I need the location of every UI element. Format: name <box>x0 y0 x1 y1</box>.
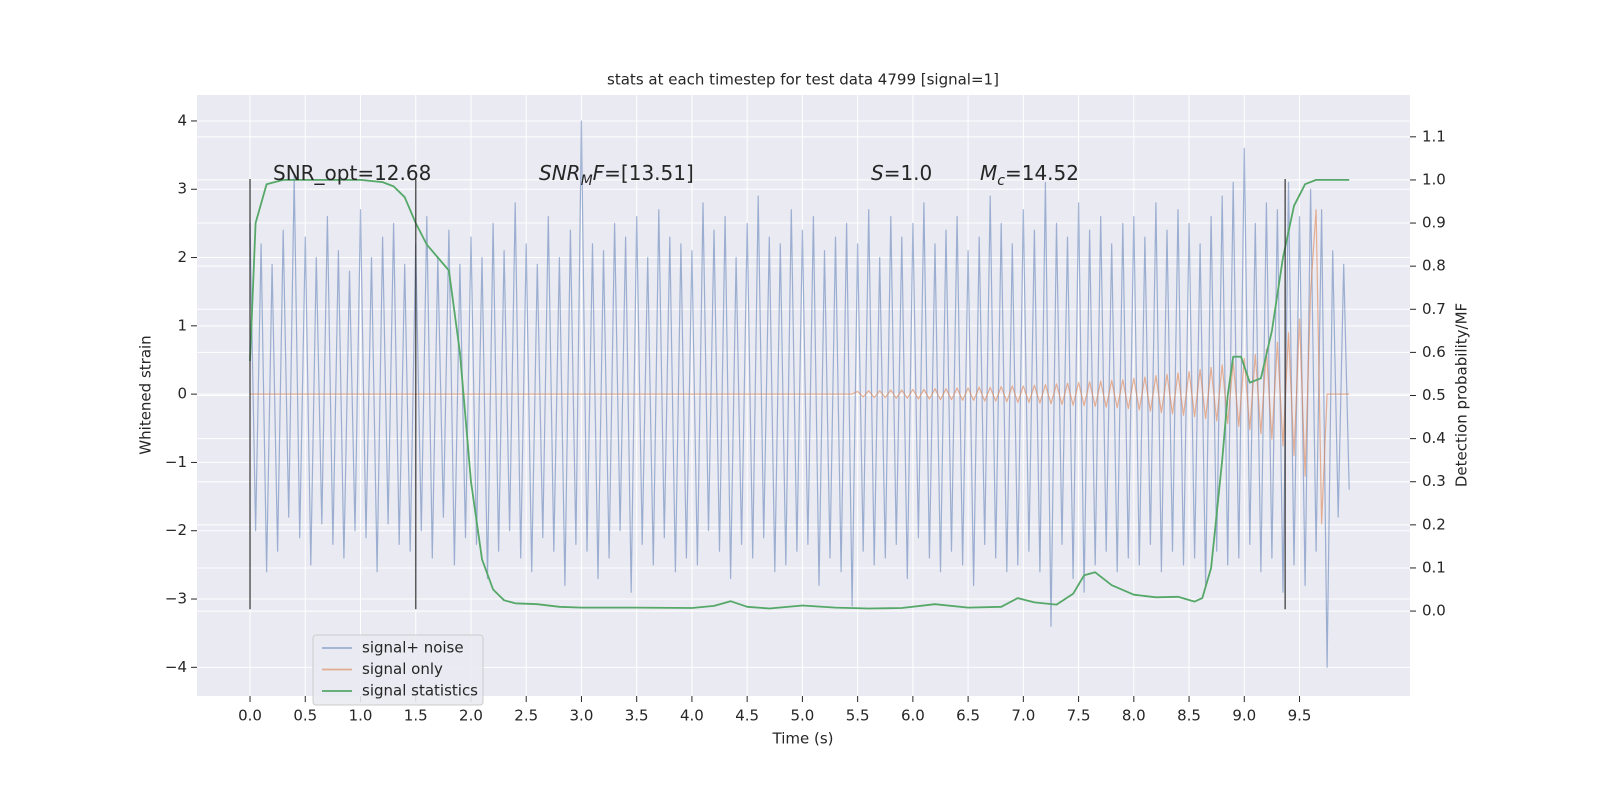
x-tick-label: 1.5 <box>404 707 428 725</box>
series-line <box>249 120 1350 668</box>
y-tick-label: −4 <box>165 658 187 676</box>
x-tick-label: 9.5 <box>1288 707 1312 725</box>
x-axis-label: Time (s) <box>772 730 834 748</box>
x-tick-label: 5.0 <box>790 707 814 725</box>
x-tick-label: 6.5 <box>956 707 980 725</box>
series-line <box>250 209 1350 525</box>
x-tick-label: 4.0 <box>680 707 704 725</box>
y-tick-label: −3 <box>165 590 187 608</box>
y2-tick-label: 0.3 <box>1422 472 1446 490</box>
y2-tick-label: 0.2 <box>1422 515 1446 533</box>
legend-box <box>312 634 484 706</box>
marks <box>249 120 1350 668</box>
y2-tick-label: 0.1 <box>1422 558 1446 576</box>
x-tick-label: 4.5 <box>735 707 759 725</box>
y-tick-label: 1 <box>177 316 187 334</box>
y2-tick-label: 0.5 <box>1422 386 1446 404</box>
annotation-part: =14.52 <box>1005 161 1079 185</box>
y2-tick-label: 0.0 <box>1422 602 1446 620</box>
annotation-part: M <box>581 173 593 189</box>
series-line <box>249 179 1350 610</box>
y2-tick-label: 0.8 <box>1422 257 1446 275</box>
y-axis-label: Whitened strain <box>137 335 155 454</box>
x-tick-label: 3.5 <box>625 707 649 725</box>
y-tick-label: 3 <box>177 180 187 198</box>
y2-tick-label: 0.4 <box>1422 429 1446 447</box>
annotation: SNR_opt=12.68 <box>273 161 431 185</box>
legend: signal+ noise signal only signal statistic… <box>312 634 484 706</box>
annotation-part: SNR <box>539 161 581 185</box>
x-tick-label: 8.0 <box>1122 707 1146 725</box>
chart-title: stats at each timestep for test data 479… <box>607 71 999 89</box>
x-tick-label: 6.0 <box>901 707 925 725</box>
y2-tick-label: 1.1 <box>1422 127 1446 145</box>
y2-tick-label: 0.9 <box>1422 214 1446 232</box>
legend-label: signal+ noise <box>362 639 464 657</box>
annotation-part: S <box>871 161 884 185</box>
x-tick-label: 1.0 <box>349 707 373 725</box>
x-tick-label: 9.0 <box>1232 707 1256 725</box>
x-tick-label: 5.5 <box>846 707 870 725</box>
x-tick-label: 0.5 <box>293 707 317 725</box>
legend-label: signal statistics <box>362 682 478 700</box>
annotation-part: F <box>593 161 605 185</box>
y-tick-label: 2 <box>177 248 187 266</box>
x-tick-label: 7.0 <box>1011 707 1035 725</box>
x-tick-label: 8.5 <box>1177 707 1201 725</box>
y-tick-label: −2 <box>165 521 187 539</box>
y2-axis-label: Detection probability/MF <box>1453 303 1471 487</box>
x-tick-label: 0.0 <box>238 707 262 725</box>
y-tick-label: 4 <box>177 111 187 129</box>
annotation-part: =1.0 <box>884 161 933 185</box>
annotation-part: =[13.51] <box>604 161 694 185</box>
y2-tick-label: 0.6 <box>1422 343 1446 361</box>
x-tick-label: 7.5 <box>1067 707 1091 725</box>
x-tick-label: 3.0 <box>570 707 594 725</box>
annotation: S=1.0 <box>871 161 932 185</box>
y-tick-label: 0 <box>177 385 187 403</box>
annotation-part: SNR_opt=12.68 <box>273 161 431 185</box>
y-tick-label: −1 <box>165 453 187 471</box>
y2-tick-label: 1.0 <box>1422 170 1446 188</box>
annotation-part: c <box>997 173 1005 189</box>
annotation: SNRMF=[13.51] <box>539 161 694 189</box>
x-tick-label: 2.5 <box>514 707 538 725</box>
y2-tick-label: 0.7 <box>1422 300 1446 318</box>
annotation-part: M <box>980 161 997 185</box>
legend-label: signal only <box>362 660 443 678</box>
x-tick-label: 2.0 <box>459 707 483 725</box>
annotation: Mc=14.52 <box>980 161 1079 189</box>
